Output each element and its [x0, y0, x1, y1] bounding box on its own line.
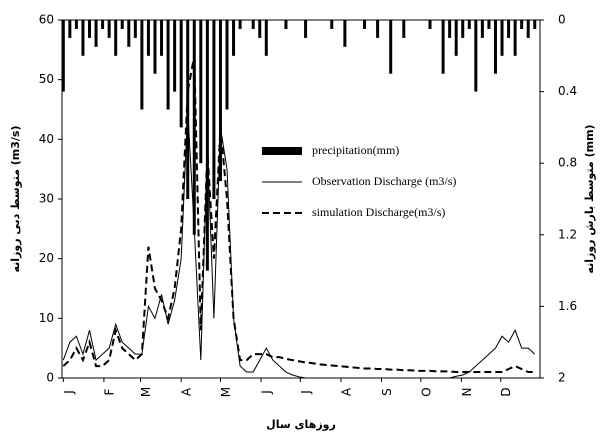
x-tick-label: D: [499, 387, 513, 396]
precipitation-bar: [461, 20, 465, 38]
precipitation-bar: [199, 20, 203, 164]
precipitation-bar: [94, 20, 98, 47]
precipitation-bar: [146, 20, 150, 56]
precipitation-bar: [343, 20, 347, 47]
precipitation-bar: [507, 20, 511, 38]
precipitation-bar: [153, 20, 157, 74]
precipitation-bar: [225, 20, 229, 110]
precipitation-bar: [114, 20, 118, 56]
precipitation-bar: [74, 20, 78, 29]
precipitation-bar: [88, 20, 92, 38]
precipitation-bar: [448, 20, 452, 38]
y2-tick-label: 1.6: [558, 299, 577, 313]
precipitation-bar: [533, 20, 537, 29]
precipitation-bar: [441, 20, 445, 74]
x-tick-label: J: [260, 390, 274, 395]
y-tick-label: 60: [39, 13, 54, 27]
y2-tick-label: 1.2: [558, 227, 577, 241]
y2-tick-label: 0.8: [558, 156, 577, 170]
x-tick-label: F: [102, 388, 116, 395]
y2-axis-label: متوسط بارش روزانه (mm): [583, 124, 596, 273]
precipitation-bar: [120, 20, 124, 29]
precipitation-bar: [264, 20, 268, 56]
plot-frame: [61, 19, 541, 379]
discharge-line: [62, 55, 535, 374]
precipitation-bar: [467, 20, 471, 29]
precipitation-bar: [160, 20, 164, 56]
legend-label: Observation Discharge (m3/s): [312, 174, 456, 188]
precipitation-bar: [133, 20, 137, 38]
x-tick-label: A: [180, 387, 194, 396]
y-tick-label: 40: [39, 132, 54, 146]
precipitation-bar: [179, 20, 183, 128]
precipitation-bar: [363, 20, 367, 29]
x-tick-label: S: [380, 388, 394, 396]
y-tick-label: 20: [39, 251, 54, 265]
precipitation-bar: [284, 20, 288, 29]
x-tick-label: J: [62, 390, 76, 395]
precipitation-bar: [402, 20, 406, 38]
x-tick-label: A: [339, 387, 353, 396]
precipitation-bar: [107, 20, 111, 38]
precipitation-bar: [140, 20, 144, 110]
precipitation-bar: [101, 20, 105, 29]
precipitation-bar: [513, 20, 517, 56]
precipitation-bar: [493, 20, 497, 74]
x-tick-label: M: [139, 387, 153, 397]
precipitation-bar: [480, 20, 484, 38]
legend-label: precipitation(mm): [312, 143, 399, 157]
y2-tick-label: 0.4: [558, 84, 577, 98]
precipitation-bar: [428, 20, 432, 29]
precipitation-bar: [238, 20, 242, 29]
y2-tick-label: 0: [558, 13, 566, 27]
y-tick-label: 50: [39, 72, 54, 86]
precipitation-bar: [251, 20, 255, 29]
precipitation-bar: [389, 20, 393, 74]
precipitation-bar: [330, 20, 334, 29]
legend-swatch: [262, 147, 302, 155]
precipitation-bar: [127, 20, 131, 47]
y-tick-label: 0: [46, 371, 54, 385]
y-tick-label: 10: [39, 311, 54, 325]
x-axis-label: روزهای سال: [266, 418, 336, 431]
precipitation-bar: [192, 20, 196, 235]
precipitation-bar: [61, 20, 65, 92]
precipitation-bar: [258, 20, 262, 38]
x-tick-label: O: [419, 387, 433, 396]
precipitation-bar: [520, 20, 524, 29]
precipitation-bar: [500, 20, 504, 56]
x-tick-label: J: [299, 390, 313, 395]
precipitation-bar: [526, 20, 530, 38]
legend-label: simulation Discharge(m3/s): [312, 205, 445, 219]
precipitation-bar: [81, 20, 85, 56]
y2-tick-label: 2: [558, 371, 566, 385]
precipitation-bar: [454, 20, 458, 56]
x-tick-label: M: [219, 387, 233, 397]
y-axis-label: متوسط دبی روزانه (m3/s): [9, 125, 22, 272]
precipitation-bar: [218, 20, 222, 182]
precipitation-bar: [376, 20, 380, 38]
precipitation-bar: [166, 20, 170, 110]
y-tick-label: 30: [39, 192, 54, 206]
x-tick-label: N: [460, 388, 474, 397]
precipitation-bar: [304, 20, 308, 38]
precipitation-bar: [232, 20, 236, 56]
precipitation-bar: [474, 20, 478, 92]
precipitation-bar: [212, 20, 216, 199]
precipitation-bar: [173, 20, 177, 92]
precipitation-bar: [487, 20, 491, 29]
precipitation-bar: [68, 20, 72, 38]
